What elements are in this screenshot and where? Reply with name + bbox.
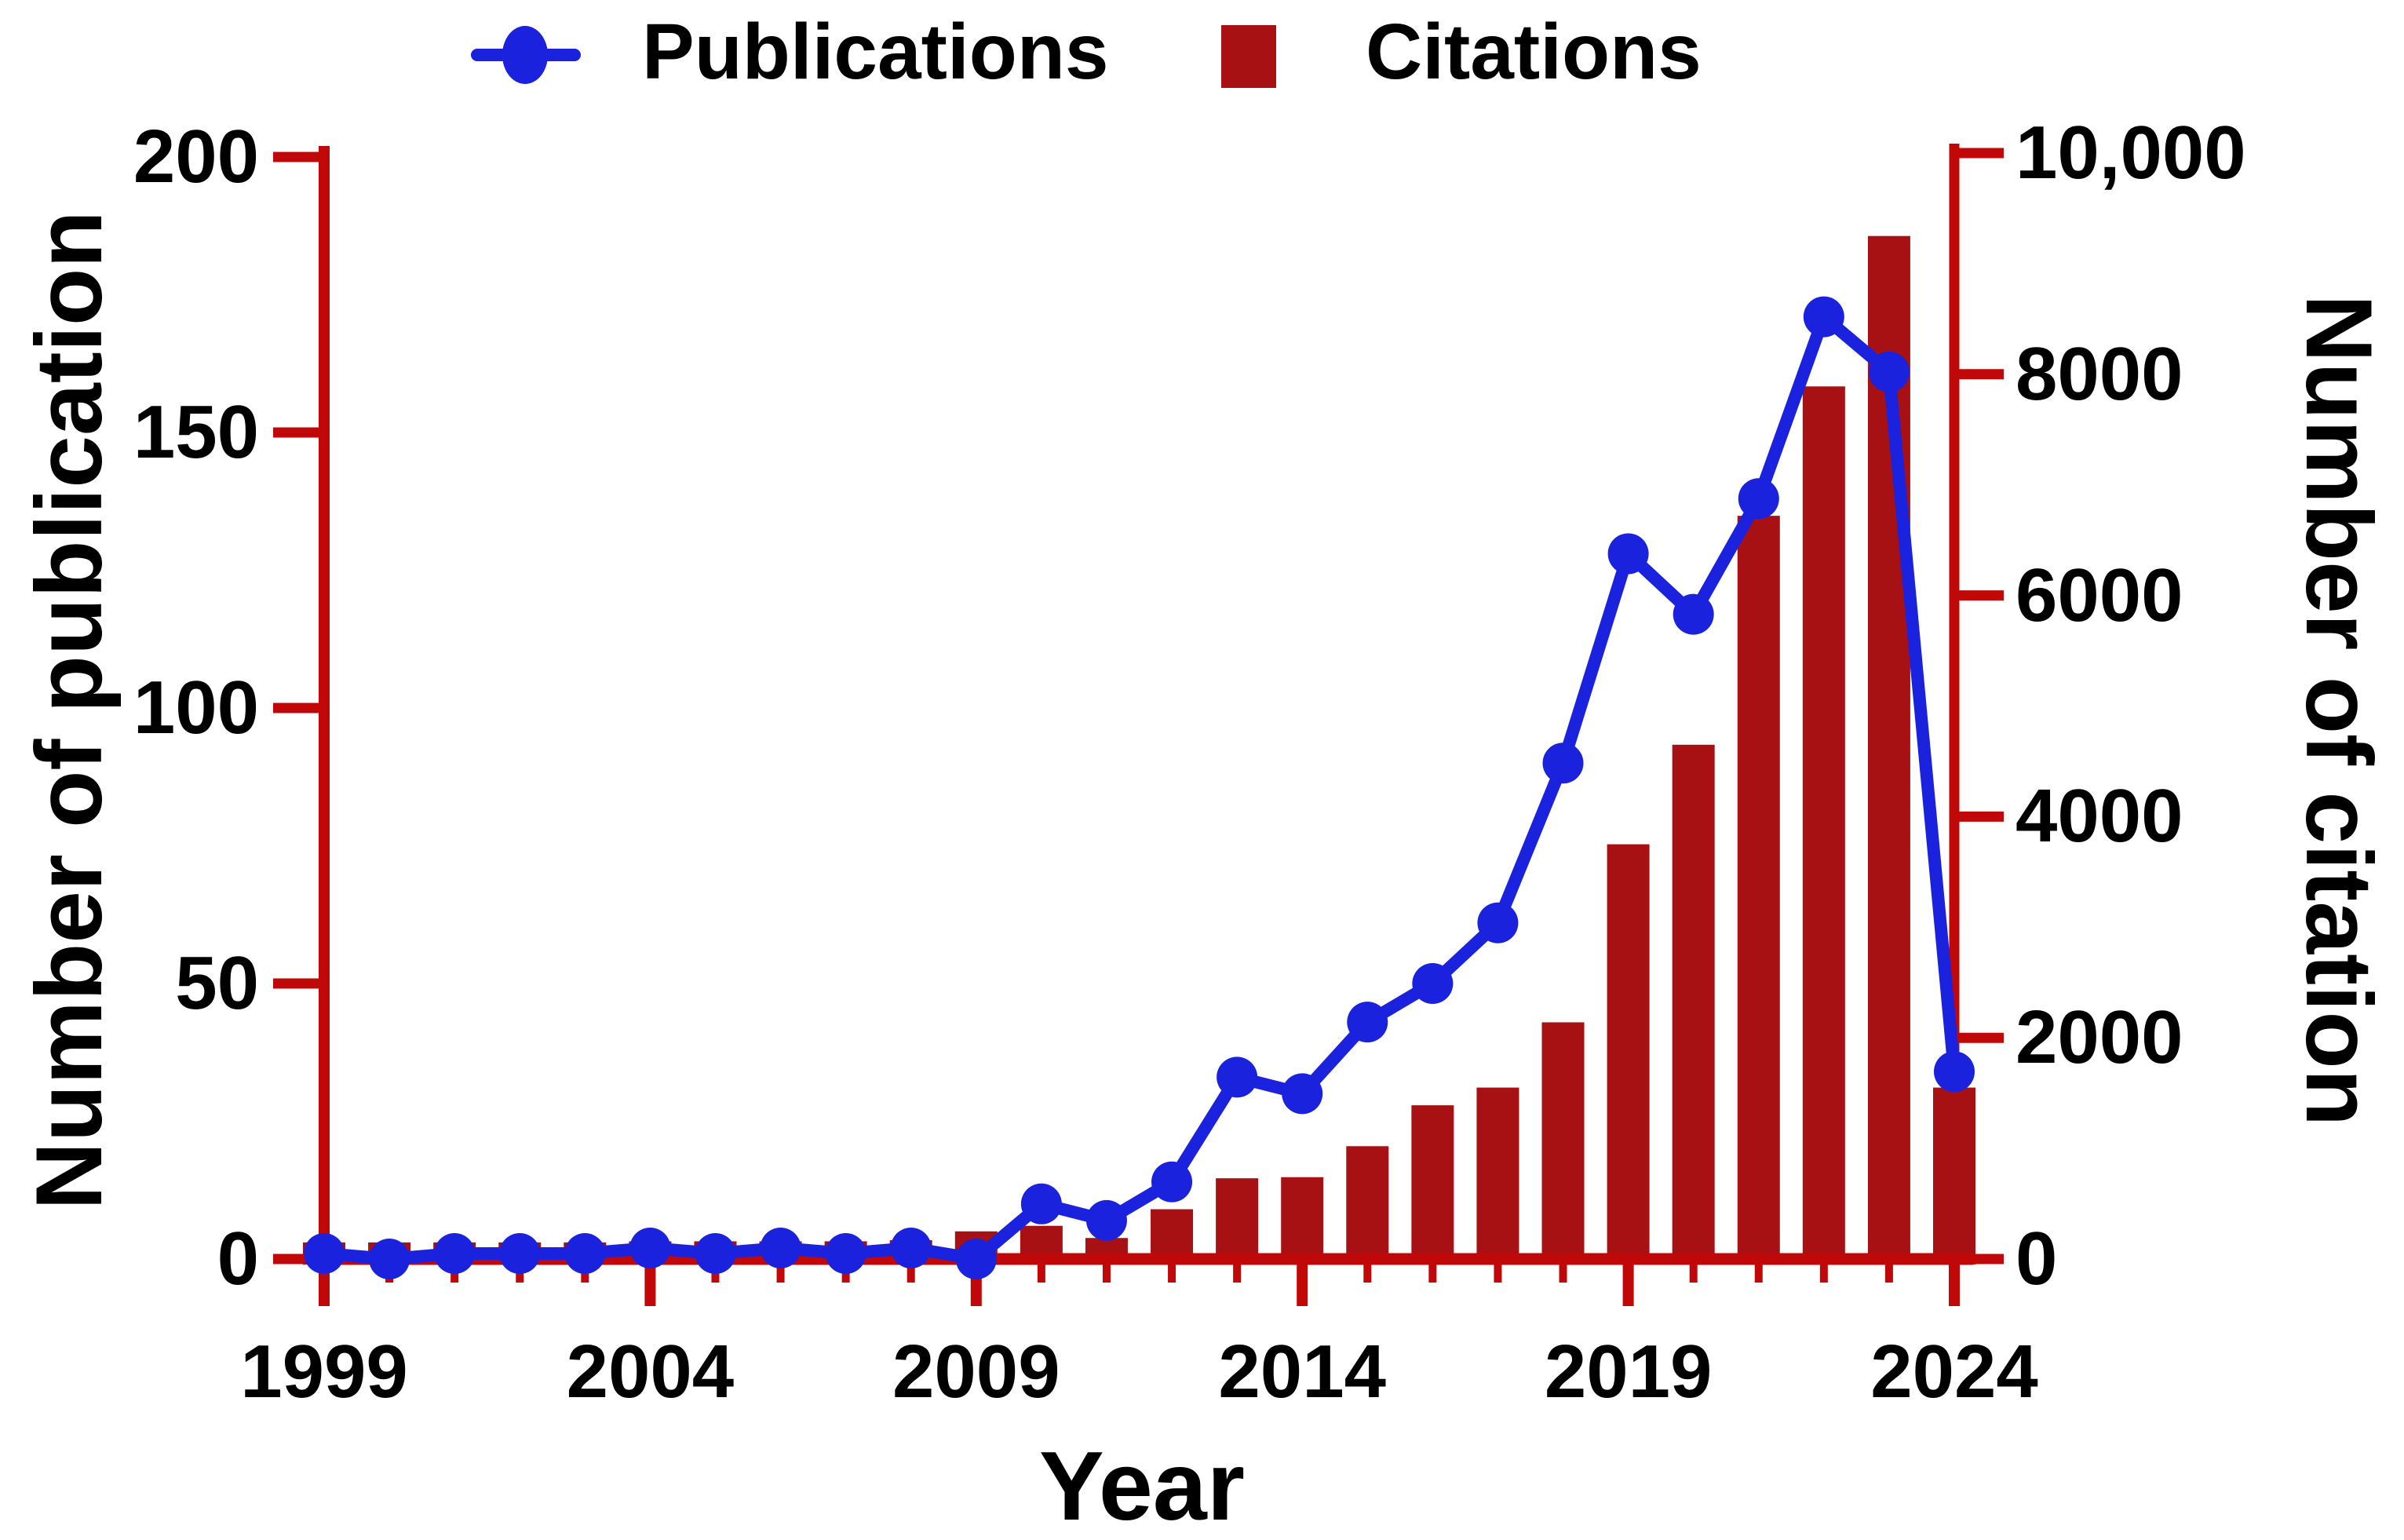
y-right-tick-label: 4000: [2015, 774, 2183, 859]
publications-point: [1085, 1199, 1127, 1241]
publications-point: [1673, 593, 1714, 635]
publications-point: [695, 1232, 736, 1274]
citations-bar: [1281, 1177, 1324, 1264]
publications-point: [434, 1232, 476, 1274]
publications-point: [1477, 902, 1519, 943]
publications-point: [760, 1227, 801, 1268]
publications-point: [1412, 963, 1454, 1004]
x-tick-label: 2004: [566, 1330, 735, 1414]
publications-point: [890, 1227, 932, 1268]
x-axis-title: Year: [1038, 1432, 1246, 1540]
publications-point: [564, 1232, 606, 1274]
y-left-tick-label: 0: [217, 1217, 259, 1301]
y-right-tick-label: 0: [2015, 1217, 2058, 1301]
y-right-axis-title: Number of citation: [2286, 294, 2391, 1127]
publications-point: [1868, 351, 1910, 392]
x-tick-label: 2014: [1218, 1330, 1386, 1414]
y-left-tick-label: 150: [133, 390, 259, 474]
publications-point: [629, 1227, 671, 1268]
citations-bar: [1476, 1087, 1519, 1264]
publications-point: [1020, 1183, 1062, 1224]
publications-point: [499, 1232, 541, 1274]
x-tick-label: 2019: [1544, 1330, 1713, 1414]
publications-point: [1151, 1161, 1193, 1202]
y-right-tick-label: 6000: [2015, 553, 2183, 637]
y-right-tick-label: 2000: [2015, 995, 2183, 1080]
publications-point: [1542, 743, 1584, 784]
citations-bar: [1411, 1105, 1454, 1264]
citations-bar: [1737, 516, 1780, 1264]
legend-publications-label: Publications: [642, 8, 1109, 96]
publications-point: [369, 1239, 410, 1279]
x-tick-label: 2009: [892, 1330, 1060, 1414]
publications-point: [1282, 1073, 1323, 1115]
citations-bar: [1216, 1178, 1259, 1264]
publications-point: [825, 1232, 866, 1274]
publications-point: [304, 1232, 345, 1274]
publications-point: [955, 1239, 997, 1279]
x-tick-label: 2024: [1870, 1330, 2038, 1414]
citations-bar: [1672, 744, 1715, 1264]
x-tick-label: 1999: [240, 1330, 408, 1414]
publications-point: [1347, 1002, 1388, 1043]
legend-citations-square-icon: [1221, 25, 1276, 88]
citations-bar: [1933, 1087, 1975, 1264]
citations-bar: [1802, 386, 1845, 1264]
y-left-tick-label: 200: [133, 115, 259, 199]
publications-point: [1607, 533, 1649, 575]
citations-bar: [1346, 1146, 1389, 1264]
publications-point: [1934, 1051, 1975, 1093]
publications-point: [1803, 296, 1844, 338]
citations-bar: [1541, 1022, 1585, 1264]
legend-citations-label: Citations: [1366, 8, 1702, 96]
y-left-tick-label: 50: [175, 941, 259, 1025]
publications-point: [1217, 1056, 1258, 1098]
y-right-tick-label: 10,000: [2015, 111, 2246, 195]
y-right-tick-label: 8000: [2015, 331, 2183, 416]
y-left-tick-label: 100: [133, 666, 259, 750]
publications-point: [1738, 478, 1779, 520]
legend-publications-dot-icon: [502, 26, 548, 84]
citations-bar: [1607, 844, 1650, 1264]
